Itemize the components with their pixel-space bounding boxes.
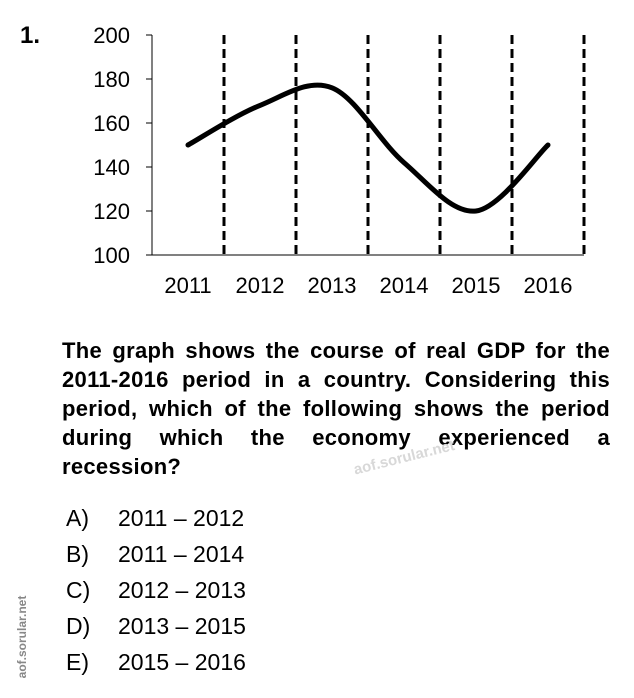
answer-options: A) 2011 – 2012 B) 2011 – 2014 C) 2012 – … [66,500,246,680]
option-letter: A) [66,504,89,531]
option-letter: C) [66,576,91,603]
option-text: 2015 – 2016 [118,648,246,675]
y-tick-label: 140 [93,155,130,180]
option-c[interactable]: C) 2012 – 2013 [66,572,246,608]
option-letter: B) [66,540,89,567]
x-axis-labels: 2011 2012 2013 2014 2015 2016 [164,273,572,298]
option-text: 2013 – 2015 [118,612,246,639]
option-text: 2012 – 2013 [118,576,246,603]
x-tick-label: 2012 [236,273,285,298]
y-tick-label: 200 [93,23,130,48]
gdp-series-line [185,82,551,214]
option-d[interactable]: D) 2013 – 2015 [66,608,246,644]
option-b[interactable]: B) 2011 – 2014 [66,536,246,572]
side-watermark: aof.sorular.net [15,595,29,679]
x-tick-label: 2014 [380,273,429,298]
y-tick-label: 180 [93,67,130,92]
y-tick-label: 100 [93,243,130,268]
option-letter: D) [66,612,91,639]
option-e[interactable]: E) 2015 – 2016 [66,644,246,680]
option-text: 2011 – 2014 [118,540,245,567]
x-tick-label: 2015 [452,273,501,298]
question-text: The graph shows the course of real GDP f… [62,338,610,479]
option-text: 2011 – 2012 [118,504,245,531]
question-number: 1. [20,22,41,49]
y-tick-label: 160 [93,111,130,136]
option-a[interactable]: A) 2011 – 2012 [66,500,246,536]
x-tick-label: 2016 [524,273,573,298]
y-axis: 100 120 140 160 180 200 [93,23,584,268]
x-tick-label: 2013 [308,273,357,298]
option-letter: E) [66,648,89,675]
x-tick-label: 2011 [164,273,211,298]
y-tick-label: 120 [93,199,130,224]
period-dividers [222,35,586,255]
